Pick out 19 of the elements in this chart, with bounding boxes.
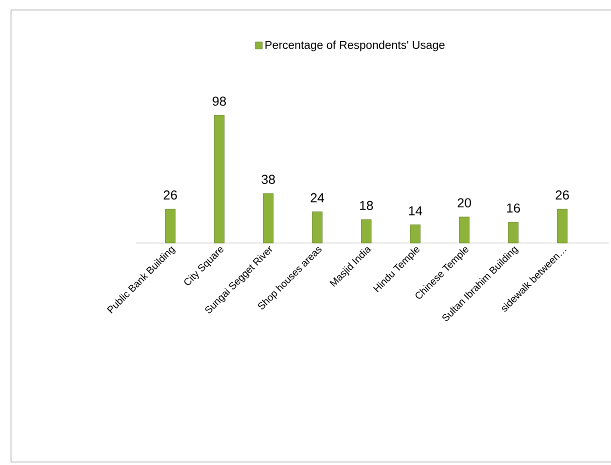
data-label: 24 — [310, 193, 324, 202]
bar — [508, 222, 519, 244]
bar — [361, 219, 372, 244]
data-label: 38 — [262, 174, 275, 184]
bar — [557, 208, 568, 244]
bar — [410, 224, 421, 244]
bar — [263, 193, 274, 244]
data-label: 26 — [556, 190, 569, 200]
legend-label: Percentage of Respondents' Usage — [266, 40, 445, 52]
data-label: 20 — [458, 198, 472, 208]
data-label: 14 — [409, 206, 422, 216]
data-label: 18 — [360, 200, 373, 210]
bar — [165, 208, 176, 244]
data-label: 16 — [507, 203, 520, 213]
bar — [459, 216, 470, 244]
bar — [312, 212, 323, 244]
bar — [214, 115, 224, 244]
data-label: 98 — [212, 96, 226, 106]
data-label: 26 — [164, 190, 177, 200]
